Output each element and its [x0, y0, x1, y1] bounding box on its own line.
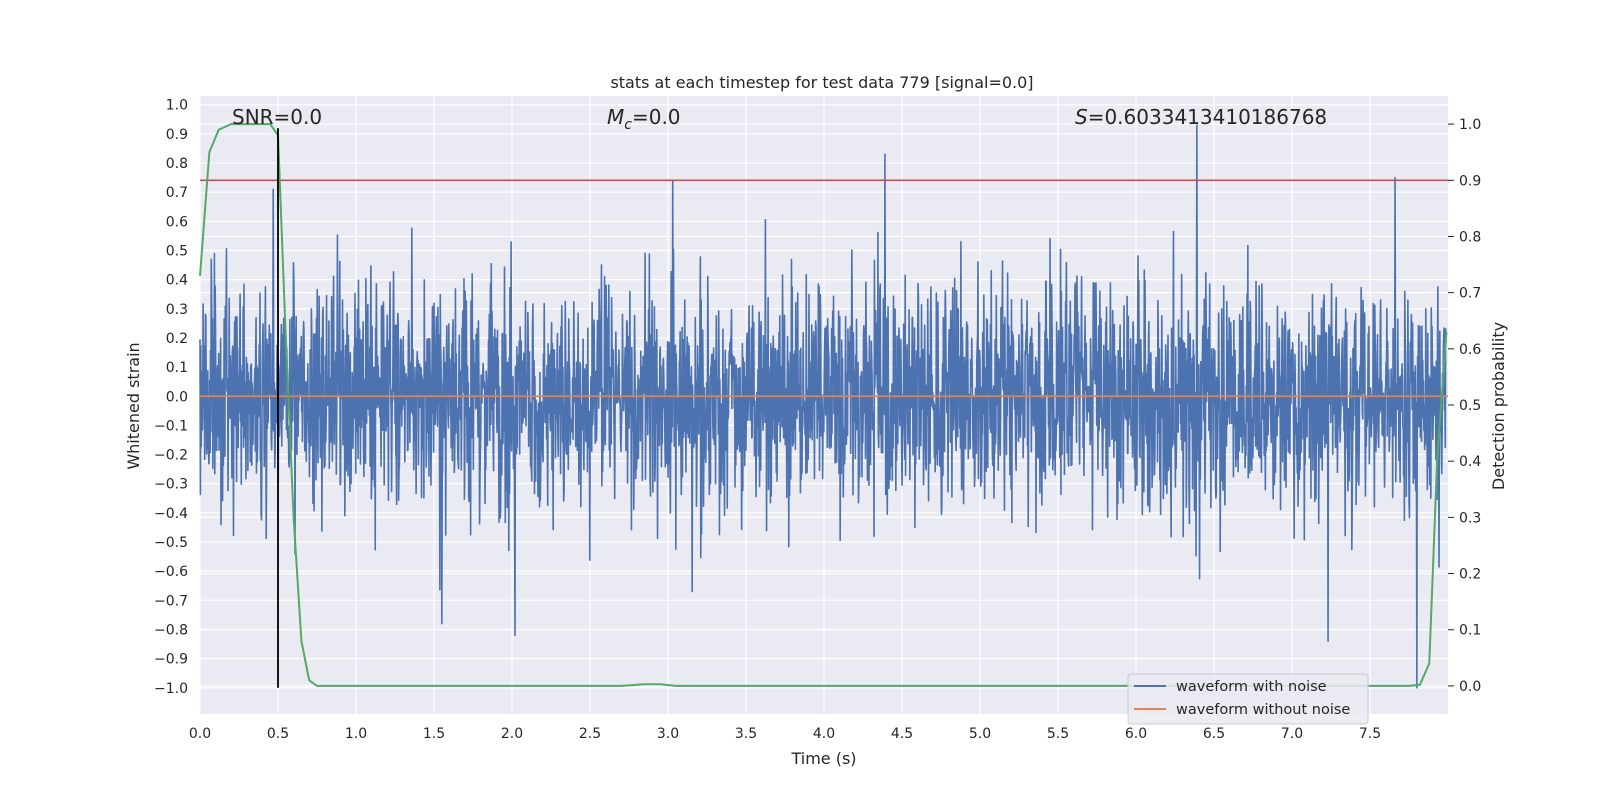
y-left-tick-label: 0.8 [166, 156, 188, 172]
y-right-tick-label: 0.5 [1459, 398, 1481, 414]
y-right-tick-label: 0.4 [1459, 454, 1481, 470]
y-left-tick-label: −0.9 [154, 652, 188, 668]
y-left-tick-label: 0.4 [166, 273, 188, 289]
y-right-tick-label: 0.9 [1459, 173, 1481, 189]
x-tick-label: 6.5 [1203, 726, 1225, 742]
y-left-tick-label: −0.4 [154, 506, 188, 522]
x-tick-label: 3.0 [657, 726, 679, 742]
y-left-tick-label: −0.1 [154, 418, 188, 434]
x-tick-label: 4.5 [891, 726, 913, 742]
y-axis-left-ticks: 1.0 0.9 0.8 0.7 0.6 0.5 0.4 0.3 0.2 0.1 0.0 −0.1 −0.… [154, 98, 188, 697]
chirp-mass-annotation: Mc=0.0 [607, 105, 681, 133]
waveform-with-noise-series [199, 124, 1447, 689]
score-annotation: S=0.6033413410186768 [1075, 105, 1327, 129]
y-right-tick-label: 0.2 [1459, 567, 1481, 583]
y-left-tick-label: −0.8 [154, 622, 188, 638]
y-left-tick-label: 0.7 [166, 185, 188, 201]
waveform-with-noise-line [199, 124, 1447, 689]
legend: waveform with noise waveform without noi… [1127, 673, 1369, 725]
y-right-tick-label: 1.0 [1459, 117, 1481, 133]
chirp-mass-symbol: M [607, 105, 624, 129]
y-left-tick-label: 0.9 [166, 127, 188, 143]
x-tick-label: 5.0 [969, 726, 991, 742]
x-tick-label: 6.0 [1125, 726, 1147, 742]
chart-title: stats at each timestep for test data 779… [610, 73, 1033, 92]
x-tick-label: 7.0 [1281, 726, 1303, 742]
chirp-mass-subscript: c [624, 117, 632, 133]
y-left-tick-label: −0.2 [154, 448, 188, 464]
snr-annotation: SNR=0.0 [232, 105, 322, 129]
y-left-tick-label: 0.2 [166, 331, 188, 347]
score-symbol: S [1075, 105, 1088, 129]
y-axis-right-label: Detection probability [1489, 322, 1508, 490]
overlay-lines [199, 123, 1448, 688]
x-tick-label: 1.5 [423, 726, 445, 742]
y-left-tick-label: −1.0 [154, 681, 188, 697]
x-tick-label: 0.0 [189, 726, 211, 742]
y-left-tick-label: 0.3 [166, 302, 188, 318]
y-axis-right-ticks: 1.0 0.9 0.8 0.7 0.6 0.5 0.4 0.3 0.2 0.1 0.0 [1448, 117, 1481, 695]
y-left-tick-label: 0.1 [166, 360, 188, 376]
y-left-tick-label: −0.3 [154, 477, 188, 493]
x-tick-label: 7.5 [1359, 726, 1381, 742]
y-left-tick-label: −0.7 [154, 593, 188, 609]
y-right-tick-label: 0.1 [1459, 623, 1481, 639]
chirp-mass-value: =0.0 [632, 105, 681, 129]
y-axis-left-label: Whitened strain [124, 342, 143, 469]
x-tick-label: 4.0 [813, 726, 835, 742]
y-left-tick-label: 0.5 [166, 244, 188, 260]
y-right-tick-label: 0.3 [1459, 510, 1481, 526]
x-tick-label: 3.5 [735, 726, 757, 742]
x-tick-label: 5.5 [1047, 726, 1069, 742]
score-value: =0.6033413410186768 [1088, 105, 1327, 129]
y-left-tick-label: 0.6 [166, 214, 188, 230]
y-left-tick-label: −0.6 [154, 564, 188, 580]
y-left-tick-label: 0.0 [166, 389, 188, 405]
y-right-tick-label: 0.6 [1459, 342, 1481, 358]
y-right-tick-label: 0.7 [1459, 286, 1481, 302]
x-axis-label: Time (s) [790, 749, 856, 768]
x-tick-label: 2.0 [501, 726, 523, 742]
x-tick-label: 2.5 [579, 726, 601, 742]
x-axis-ticks: 0.0 0.5 1.0 1.5 2.0 2.5 3.0 3.5 4.0 4.5 5.0 5.5 6.0 6… [189, 726, 1381, 742]
x-tick-label: 1.0 [345, 726, 367, 742]
detection-probability-line [199, 123, 1448, 687]
y-right-tick-label: 0.0 [1459, 679, 1481, 695]
legend-label-with-noise: waveform with noise [1176, 679, 1327, 695]
x-tick-label: 0.5 [267, 726, 289, 742]
legend-box [1127, 673, 1369, 725]
y-left-tick-label: 1.0 [166, 98, 188, 114]
y-left-tick-label: −0.5 [154, 535, 188, 551]
legend-label-without-noise: waveform without noise [1176, 702, 1350, 718]
y-right-tick-label: 0.8 [1459, 229, 1481, 245]
